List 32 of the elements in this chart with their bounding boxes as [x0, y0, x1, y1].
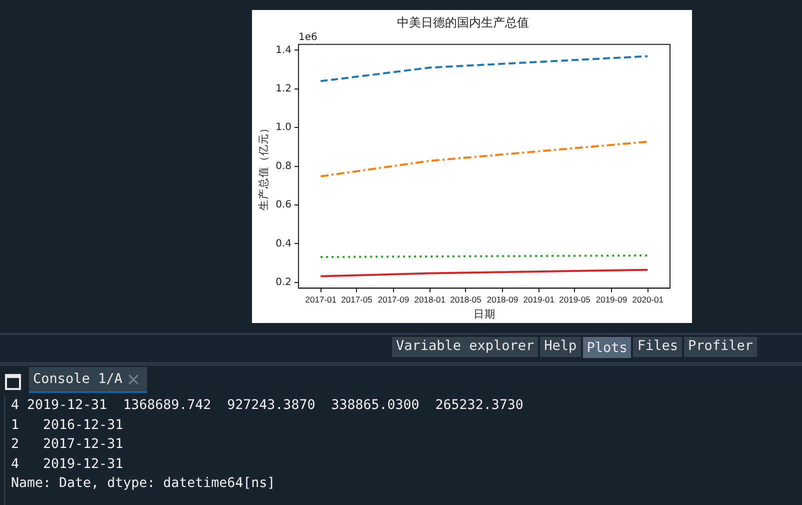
- y-tick-label: 0.4: [276, 238, 292, 250]
- text: 1e6: [298, 32, 318, 43]
- x-tick-label: 2017-09: [378, 294, 410, 305]
- y-tick-label: 0.6: [276, 200, 292, 211]
- x-tick-label: 2017-01: [305, 294, 337, 305]
- x-tick-label: 2018-05: [450, 294, 482, 305]
- y-tick-label: 0.8: [276, 160, 292, 172]
- x-axis-title: 日期: [473, 308, 496, 320]
- text: 4 2019-12-31 1368689.742 927243.3870 338865.0300 265232.3730: [10, 397, 524, 415]
- x-tick-label: 2018-09: [486, 294, 518, 305]
- y-axis-title: 生产总值（亿元）: [257, 122, 270, 210]
- y-tick-label: 1.2: [276, 83, 292, 94]
- text: 4 2019-12-31: [10, 456, 124, 474]
- text: Variable explorer: [392, 337, 538, 357]
- text: 2 2017-12-31: [10, 436, 124, 454]
- text: Help: [540, 337, 581, 357]
- text: Console 1/A: [33, 371, 122, 387]
- x-tick-label: 2019-01: [523, 294, 555, 305]
- y-tick-label: 0.2: [276, 276, 292, 288]
- x-tick-label: 2019-09: [596, 294, 628, 305]
- y-tick-label: 1.0: [276, 122, 292, 134]
- text: 1 2016-12-31: [10, 416, 124, 434]
- text: Files: [633, 337, 682, 357]
- x-tick-label: 2017-05: [341, 294, 373, 305]
- x-tick-label: 2020-01: [632, 294, 664, 305]
- chart-title: 中美日德的国内生产总值: [397, 15, 529, 30]
- text: Profiler: [684, 337, 757, 357]
- text: Name: Date, dtype: datetime64[ns]: [10, 475, 276, 493]
- x-tick-label: 2018-01: [414, 294, 446, 305]
- text: Plots: [582, 337, 632, 358]
- x-tick-label: 2019-05: [559, 294, 591, 305]
- y-tick-label: 1.4: [276, 44, 292, 56]
